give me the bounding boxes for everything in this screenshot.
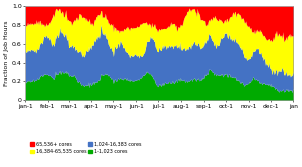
Y-axis label: Fraction of Job Hours: Fraction of Job Hours (4, 20, 9, 86)
Legend: 65,536+ cores, 16,384-65,535 cores, 1,024-16,383 cores, 1-1,023 cores: 65,536+ cores, 16,384-65,535 cores, 1,02… (28, 140, 143, 156)
